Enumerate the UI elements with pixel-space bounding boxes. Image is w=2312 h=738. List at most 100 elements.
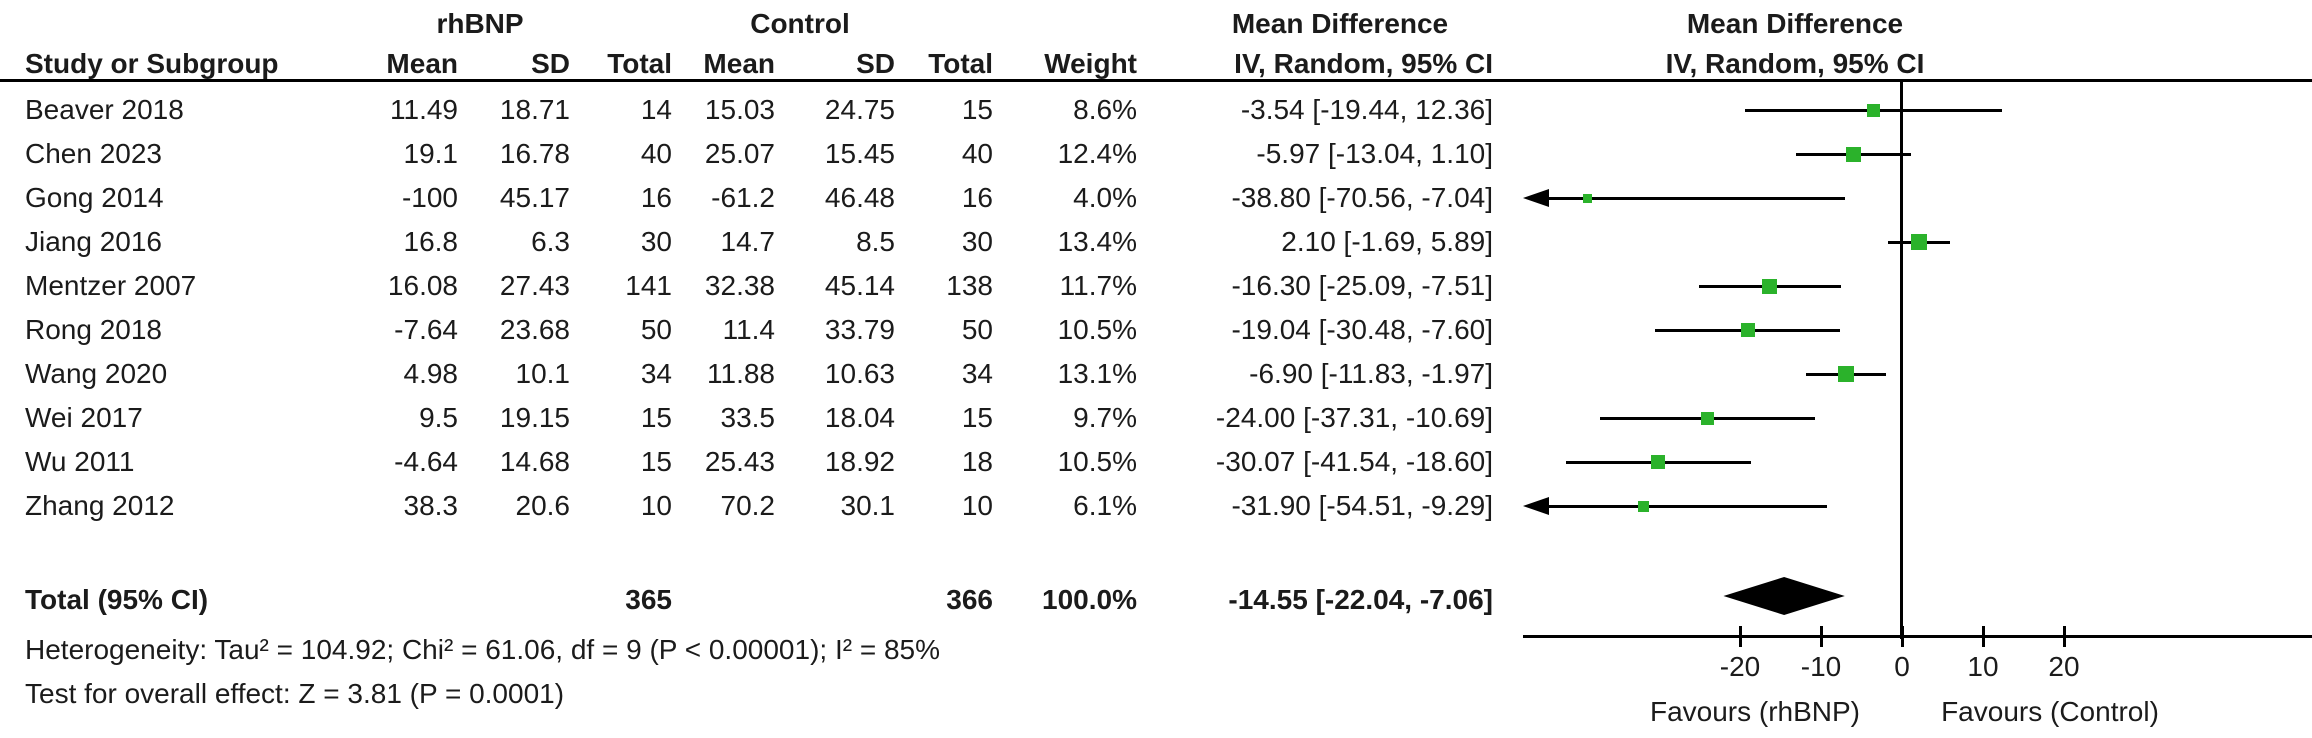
column-header-study: Study or Subgroup (25, 48, 279, 79)
study-cell: 33.79 (824, 314, 895, 345)
study-cell: -31.90 [-54.51, -9.29] (1231, 490, 1493, 521)
study-label: Jiang 2016 (25, 226, 163, 257)
study-cell: 34 (640, 358, 672, 389)
effect-square (1846, 146, 1862, 162)
plot-subtitle: IV, Random, 95% CI (1665, 48, 1925, 79)
study-cell: 45.14 (824, 270, 895, 301)
column-header-mean: Mean (703, 48, 775, 79)
study-cell: 15 (640, 402, 672, 433)
study-label: Wang 2020 (25, 358, 168, 389)
study-cell: 4.0% (1073, 182, 1137, 213)
study-cell: 70.2 (720, 490, 776, 521)
column-header-mean: Mean (386, 48, 458, 79)
study-cell: 18 (961, 446, 993, 477)
column-header-total: Total (928, 48, 993, 79)
study-cell: 20.6 (515, 490, 571, 521)
study-cell: -100 (401, 182, 458, 213)
study-cell: 16 (961, 182, 993, 213)
study-cell: 32.38 (704, 270, 775, 301)
study-cell: 19.1 (403, 138, 459, 169)
effect-square (1762, 278, 1778, 294)
favours-right-label: Favours (Control) (1941, 696, 2159, 727)
ci-line (1543, 504, 1827, 508)
study-cell: 11.49 (390, 94, 458, 125)
study-cell: -16.30 [-25.09, -7.51] (1231, 270, 1493, 301)
study-cell: 9.7% (1073, 402, 1137, 433)
favours-left-label: Favours (rhBNP) (1649, 696, 1861, 727)
study-cell: -30.07 [-41.54, -18.60] (1215, 446, 1493, 477)
x-axis-tick-label: 10 (1967, 651, 1999, 682)
study-cell: 6.1% (1073, 490, 1137, 521)
study-label: Rong 2018 (25, 314, 163, 345)
study-cell: 40 (640, 138, 672, 169)
study-cell: 18.71 (499, 94, 570, 125)
effect-square (1911, 234, 1927, 250)
x-axis-tick-label: -10 (1800, 651, 1842, 682)
study-cell: 24.75 (824, 94, 895, 125)
study-cell: 2.10 [-1.69, 5.89] (1281, 226, 1493, 257)
x-axis-tick (2063, 626, 2066, 647)
x-axis-tick-label: 0 (1894, 651, 1910, 682)
study-cell: 18.04 (824, 402, 895, 433)
study-cell: 10.1 (515, 358, 571, 389)
effect-square (1838, 366, 1855, 382)
overall-effect-text: Test for overall effect: Z = 3.81 (P = 0… (25, 678, 565, 709)
study-cell: 10.63 (824, 358, 895, 389)
x-axis-line (1523, 635, 2312, 638)
study-cell: 46.48 (824, 182, 895, 213)
study-cell: 50 (961, 314, 993, 345)
study-cell: -6.90 [-11.83, -1.97] (1249, 358, 1493, 389)
total-control-n: 366 (946, 584, 993, 615)
study-cell: 23.68 (499, 314, 570, 345)
study-cell: 12.4% (1057, 138, 1137, 169)
study-cell: 10 (640, 490, 672, 521)
study-cell: -3.54 [-19.44, 12.36] (1240, 94, 1493, 125)
study-cell: 14.68 (499, 446, 570, 477)
effect-square (1740, 323, 1755, 337)
group-header-control: Control (750, 8, 850, 39)
effect-square (1866, 103, 1880, 117)
zero-line (1900, 82, 1903, 639)
total-weight: 100.0% (1042, 584, 1137, 615)
study-cell: -19.04 [-30.48, -7.60] (1231, 314, 1493, 345)
study-cell: 25.07 (704, 138, 775, 169)
study-cell: 30 (961, 226, 993, 257)
study-cell: 11.88 (707, 358, 775, 389)
ci-line (1543, 196, 1845, 200)
study-cell: -4.64 (394, 446, 458, 477)
study-label: Wu 2011 (25, 446, 135, 477)
study-cell: 16.78 (499, 138, 570, 169)
study-label: Beaver 2018 (25, 94, 184, 125)
study-cell: 8.5 (856, 226, 895, 257)
study-cell: 40 (961, 138, 993, 169)
study-cell: 34 (961, 358, 993, 389)
x-axis-tick-label: -20 (1719, 651, 1761, 682)
study-cell: -7.64 (394, 314, 458, 345)
effect-title: Mean Difference (1231, 8, 1449, 39)
study-cell: 16.08 (387, 270, 458, 301)
study-cell: 50 (640, 314, 672, 345)
column-header-sd: SD (856, 48, 895, 79)
plot-title: Mean Difference (1686, 8, 1904, 39)
study-cell: 141 (625, 270, 672, 301)
study-cell: 11.4 (722, 314, 775, 345)
study-label: Mentzer 2007 (25, 270, 197, 301)
total-diamond (1723, 577, 1845, 615)
study-cell: 10.5% (1057, 446, 1137, 477)
study-label: Gong 2014 (25, 182, 164, 213)
study-cell: 18.92 (824, 446, 895, 477)
study-cell: -24.00 [-37.31, -10.69] (1215, 402, 1493, 433)
study-cell: 6.3 (531, 226, 570, 257)
study-cell: 138 (946, 270, 993, 301)
total-ci-text: -14.55 [-22.04, -7.06] (1228, 584, 1493, 615)
study-cell: 27.43 (499, 270, 570, 301)
study-cell: 11.7% (1059, 270, 1137, 301)
study-cell: 15 (961, 94, 993, 125)
effect-square (1651, 455, 1666, 469)
study-cell: 10.5% (1057, 314, 1137, 345)
study-cell: 13.4% (1057, 226, 1137, 257)
total-row-label: Total (95% CI) (25, 584, 209, 615)
total-rhbnp-n: 365 (625, 584, 672, 615)
study-cell: 30.1 (840, 490, 896, 521)
